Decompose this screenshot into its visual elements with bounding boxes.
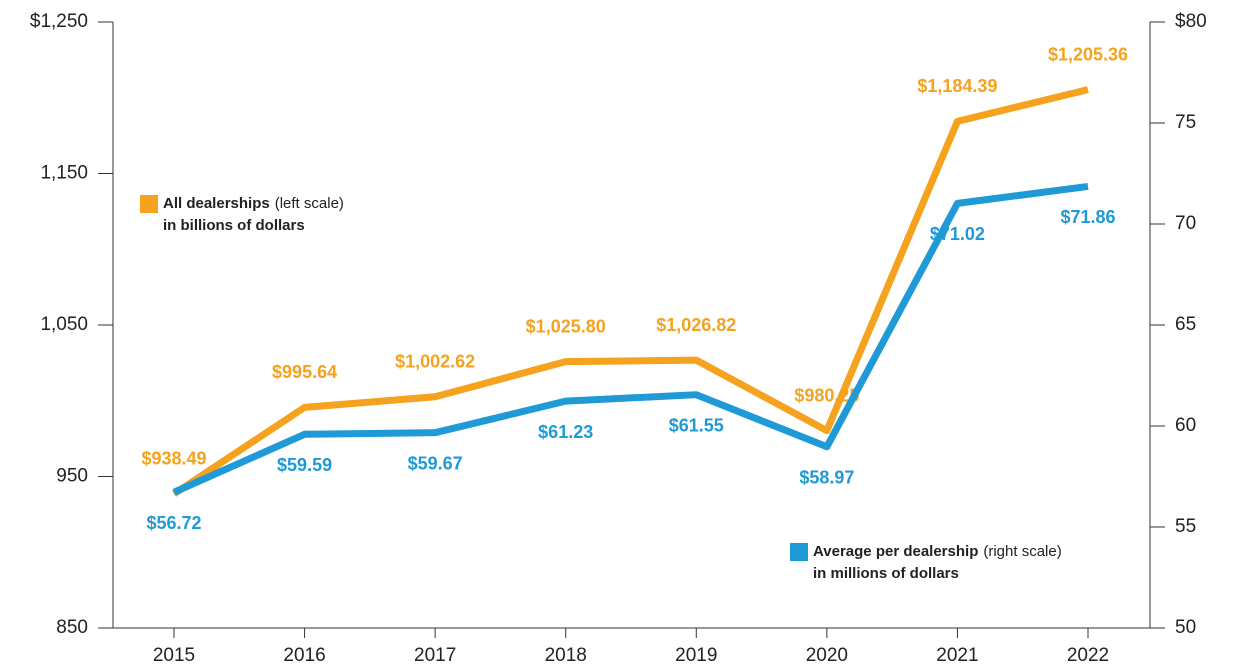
value-label: $1,002.62 [395, 352, 475, 372]
value-label: $58.97 [799, 468, 854, 488]
value-label: $995.64 [272, 362, 337, 382]
y-tick-label: 1,150 [40, 163, 88, 184]
legend-swatch [790, 543, 808, 561]
value-label: $980.25 [794, 385, 859, 405]
x-tick-label: 2016 [283, 645, 325, 666]
y2-tick-label: 50 [1175, 617, 1196, 638]
y2-tick-label: 55 [1175, 516, 1196, 537]
value-label: $71.02 [930, 224, 985, 244]
legend-note: (left scale) [275, 195, 344, 212]
legend-unit: in billions of dollars [163, 217, 305, 234]
value-label: $61.55 [669, 415, 724, 435]
value-label: $59.59 [277, 455, 332, 475]
y-tick-label: $1,250 [30, 11, 88, 32]
legend-name: All dealerships [163, 195, 270, 212]
x-tick-label: 2020 [806, 645, 848, 666]
y2-tick-label: 65 [1175, 314, 1196, 335]
y2-tick-label: 75 [1175, 112, 1196, 133]
x-tick-label: 2021 [936, 645, 978, 666]
series-line [172, 182, 1089, 496]
legend-swatch [140, 195, 158, 213]
x-tick-label: 2017 [414, 645, 456, 666]
y2-tick-label: 70 [1175, 213, 1196, 234]
y2-tick-label: $80 [1175, 11, 1207, 32]
value-label: $71.86 [1060, 207, 1115, 227]
y2-tick-label: 60 [1175, 415, 1196, 436]
legend-name: Average per dealership [813, 543, 978, 560]
value-label: $56.72 [146, 513, 201, 533]
series-line [172, 86, 1089, 497]
value-label: $938.49 [141, 449, 206, 469]
value-label: $59.67 [408, 453, 463, 473]
value-label: $1,025.80 [526, 316, 606, 336]
legend-unit: in millions of dollars [813, 565, 959, 582]
value-label: $1,026.82 [656, 315, 736, 335]
value-label: $1,205.36 [1048, 44, 1128, 64]
y-tick-label: 1,050 [40, 314, 88, 335]
x-tick-label: 2022 [1067, 645, 1109, 666]
y-tick-label: 950 [56, 466, 88, 487]
x-tick-label: 2019 [675, 645, 717, 666]
value-label: $61.23 [538, 422, 593, 442]
x-tick-label: 2015 [153, 645, 195, 666]
x-tick-label: 2018 [545, 645, 587, 666]
y-tick-label: 850 [56, 617, 88, 638]
value-label: $1,184.39 [917, 76, 997, 96]
legend-note: (right scale) [983, 543, 1061, 560]
